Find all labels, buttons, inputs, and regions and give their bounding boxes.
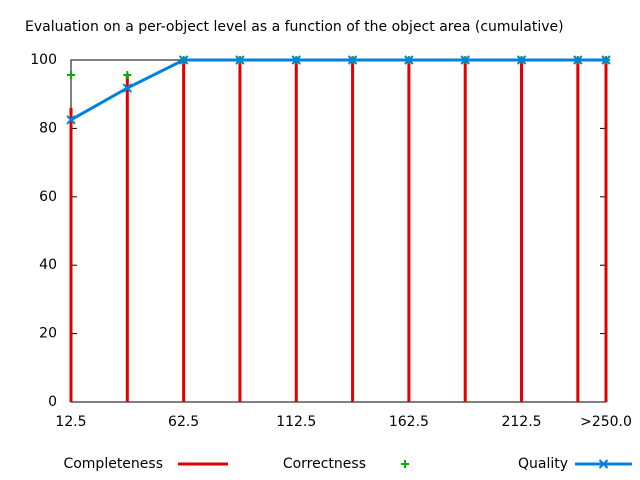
point (347, 55, 358, 65)
chart-title: Evaluation on a per-object level as a fu… (25, 19, 564, 35)
x-tick-label: >250.0 (580, 414, 632, 430)
x-tick-label: 12.5 (55, 414, 86, 430)
legend-label: Correctness (283, 456, 366, 472)
point (291, 55, 301, 65)
point (404, 55, 414, 65)
point (601, 55, 611, 65)
point (122, 83, 133, 93)
x-tick-label: 162.5 (389, 414, 429, 430)
y-tick-label: 0 (48, 394, 57, 410)
legend-label: Quality (518, 456, 568, 472)
x-tick-label: 112.5 (276, 414, 316, 430)
point (516, 55, 527, 65)
y-tick-label: 80 (39, 120, 57, 136)
x-tick-label: 62.5 (168, 414, 199, 430)
legend-swatch (401, 460, 409, 468)
point (573, 55, 583, 65)
legend-label: Completeness (63, 456, 163, 472)
y-tick-label: 100 (30, 52, 57, 68)
y-tick-label: 40 (39, 257, 57, 273)
point (66, 115, 76, 125)
x-tick-label: 212.5 (501, 414, 541, 430)
y-tick-label: 20 (39, 326, 57, 342)
legend-swatch (598, 459, 609, 469)
y-tick-label: 60 (39, 189, 57, 205)
point (178, 55, 189, 65)
point (460, 55, 470, 65)
point (235, 55, 245, 65)
point (67, 71, 75, 80)
point (123, 71, 132, 80)
